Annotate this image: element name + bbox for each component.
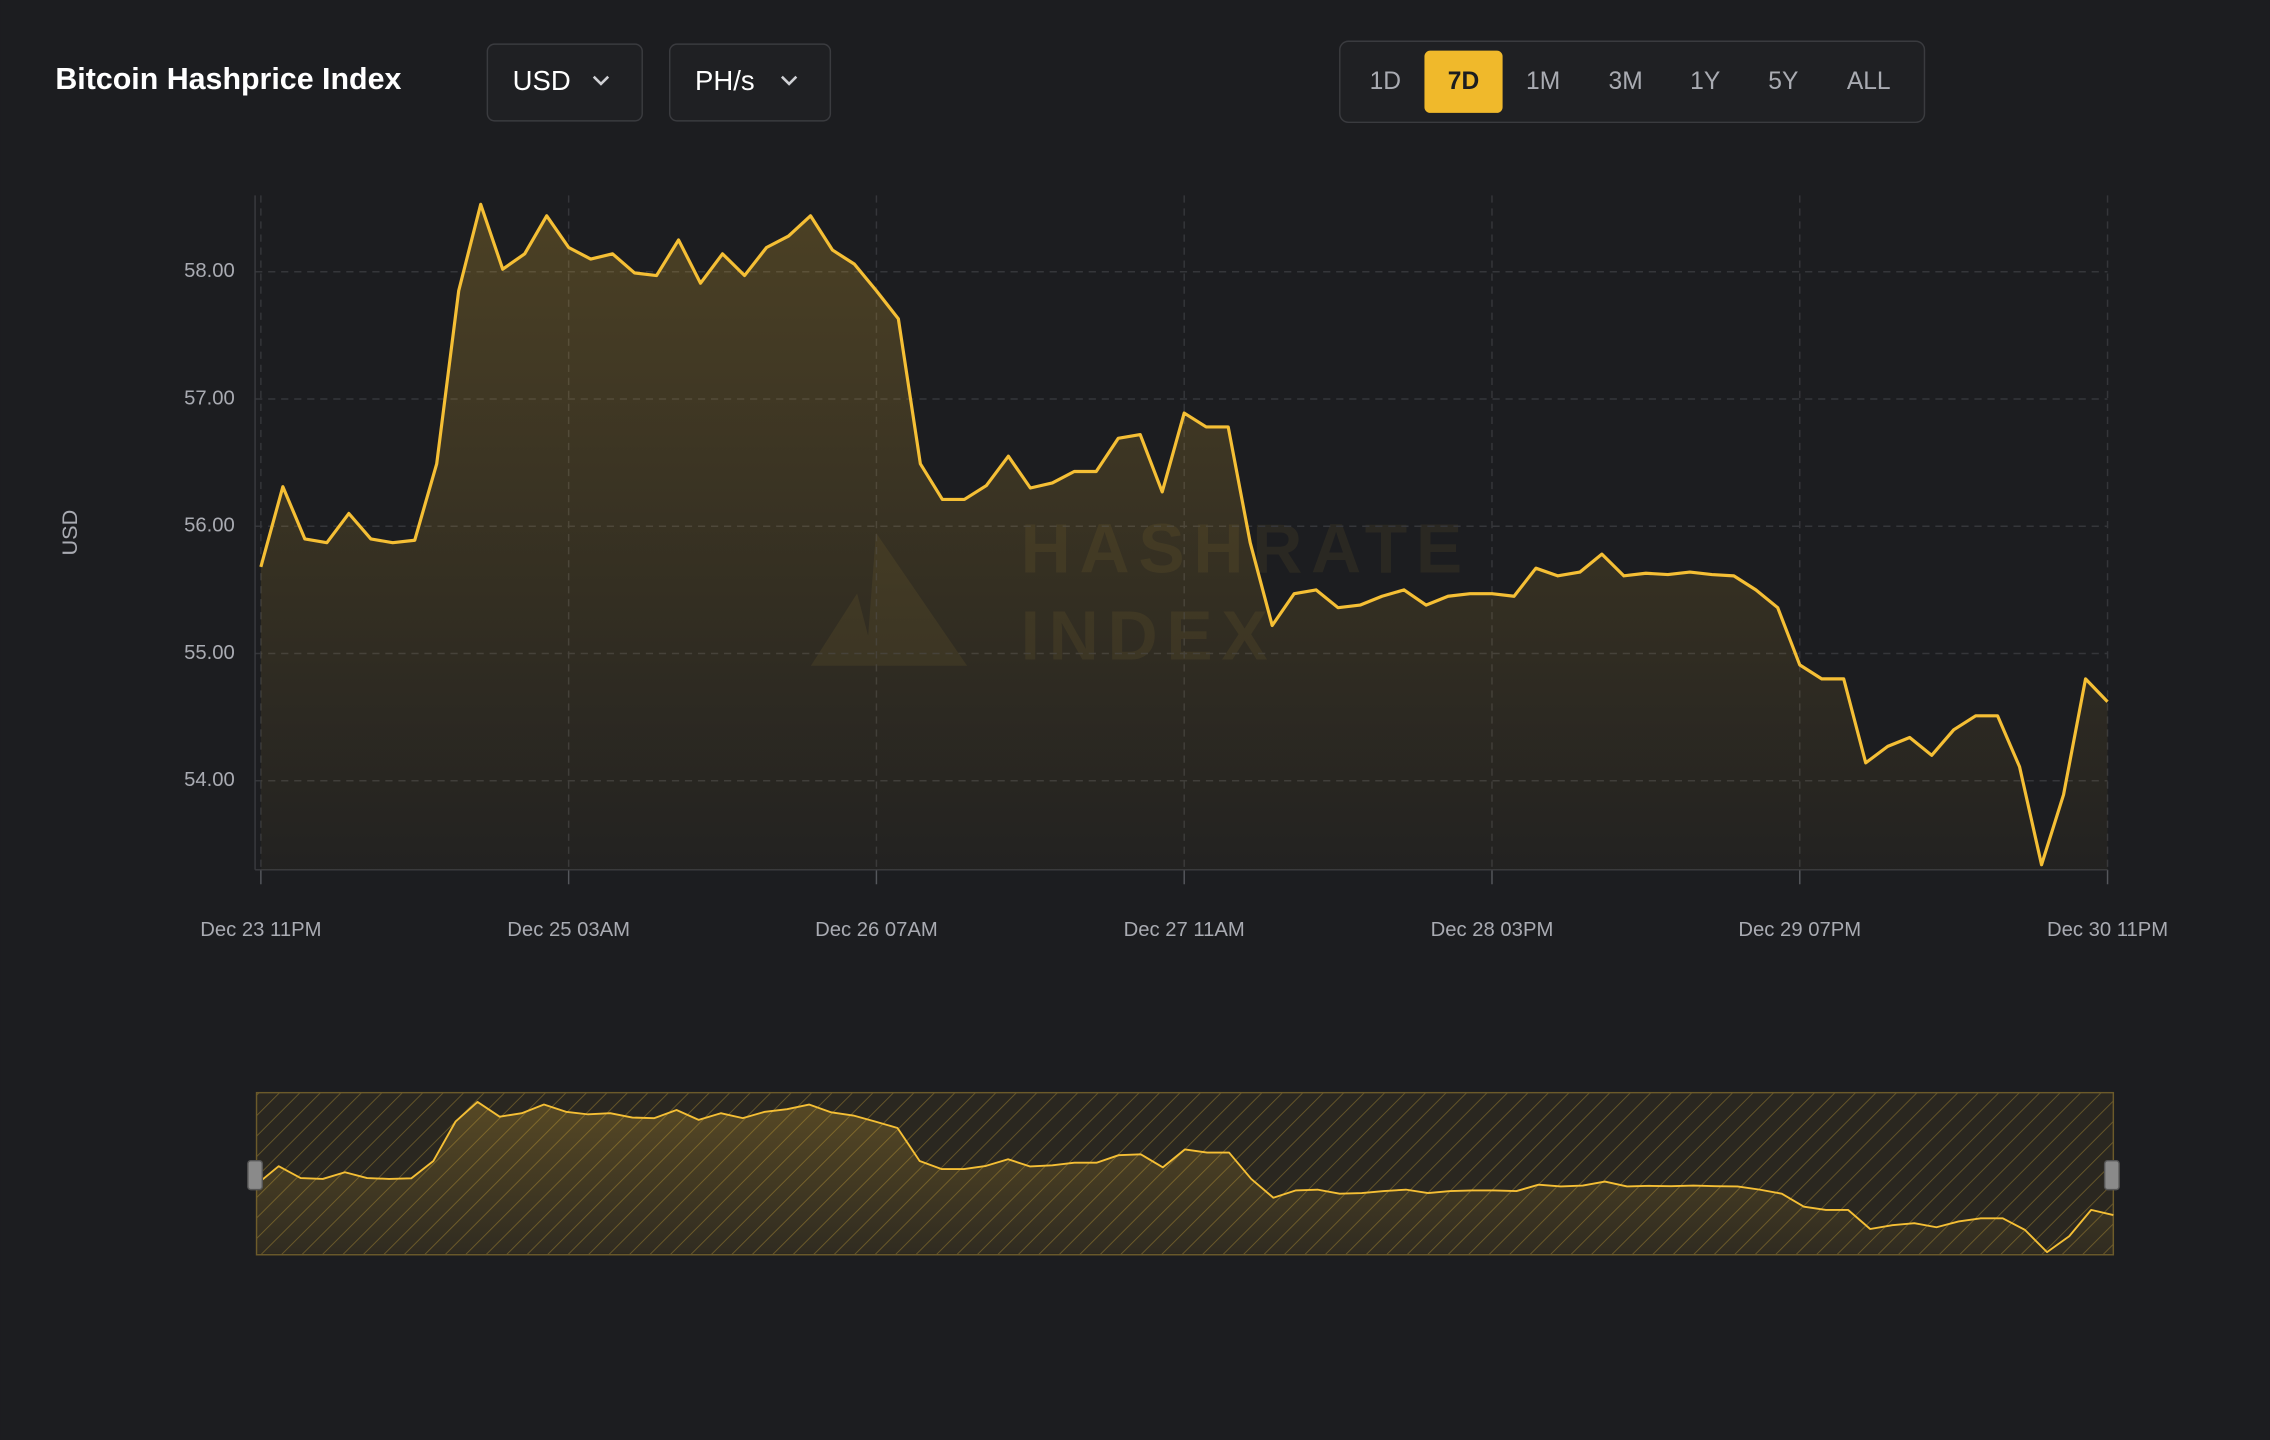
y-tick-label: 58.00 bbox=[184, 260, 235, 282]
range-button[interactable]: 3M bbox=[1609, 68, 1643, 95]
range-button[interactable]: 1D bbox=[1370, 68, 1401, 95]
navigator-handle[interactable] bbox=[247, 1159, 264, 1191]
page-title: Bitcoin Hashprice Index bbox=[55, 62, 401, 96]
dropdown-label[interactable]: USD bbox=[513, 65, 571, 96]
dropdown-box[interactable] bbox=[668, 43, 832, 122]
dropdown-box[interactable] bbox=[486, 43, 643, 122]
y-tick-label: 54.00 bbox=[184, 769, 235, 791]
navigator-series bbox=[255, 1100, 2114, 1254]
x-tick-label: Dec 26 07AM bbox=[815, 919, 938, 941]
plot: USD 54.00 55.00 56.00 57.00 58.00 Dec 23 11PM D… bbox=[57, 195, 2168, 941]
range-button[interactable]: 1M bbox=[1526, 68, 1560, 95]
range-buttons: 1D 7D 1M 3M 1Y 5Y ALL bbox=[1370, 50, 1891, 113]
y-axis-label: USD bbox=[57, 510, 82, 556]
chevron[interactable] bbox=[780, 75, 798, 86]
y-tick-label: 57.00 bbox=[184, 387, 235, 409]
series-area bbox=[260, 204, 2108, 870]
unit-dropdown[interactable]: PH/s bbox=[668, 43, 832, 122]
navigator-handle[interactable] bbox=[2103, 1159, 2120, 1191]
x-tick-label: Dec 29 07PM bbox=[1738, 919, 1861, 941]
series-line bbox=[255, 1100, 2114, 1254]
x-tick-label: Dec 23 11PM bbox=[200, 919, 321, 941]
series-area bbox=[256, 1101, 2114, 1254]
y-tick-label: 55.00 bbox=[184, 642, 235, 664]
currency-dropdown[interactable]: USD bbox=[486, 43, 643, 122]
range-button[interactable]: 1Y bbox=[1690, 68, 1720, 95]
x-tick-label: Dec 25 03AM bbox=[507, 919, 630, 941]
x-tick-label: Dec 27 11AM bbox=[1124, 919, 1245, 941]
chevron[interactable] bbox=[592, 75, 610, 86]
range-button-active[interactable] bbox=[1424, 50, 1503, 113]
range-button[interactable]: 7D bbox=[1448, 68, 1479, 95]
series-line bbox=[259, 202, 2109, 867]
x-tick-label: Dec 28 03PM bbox=[1431, 919, 1554, 941]
x-tick-label: Dec 30 11PM bbox=[2047, 919, 2168, 941]
y-tick-label: 56.00 bbox=[184, 515, 235, 537]
dropdown-label[interactable]: PH/s bbox=[695, 65, 755, 96]
range-button[interactable]: ALL bbox=[1847, 68, 1891, 95]
range-button[interactable]: 5Y bbox=[1768, 68, 1798, 95]
